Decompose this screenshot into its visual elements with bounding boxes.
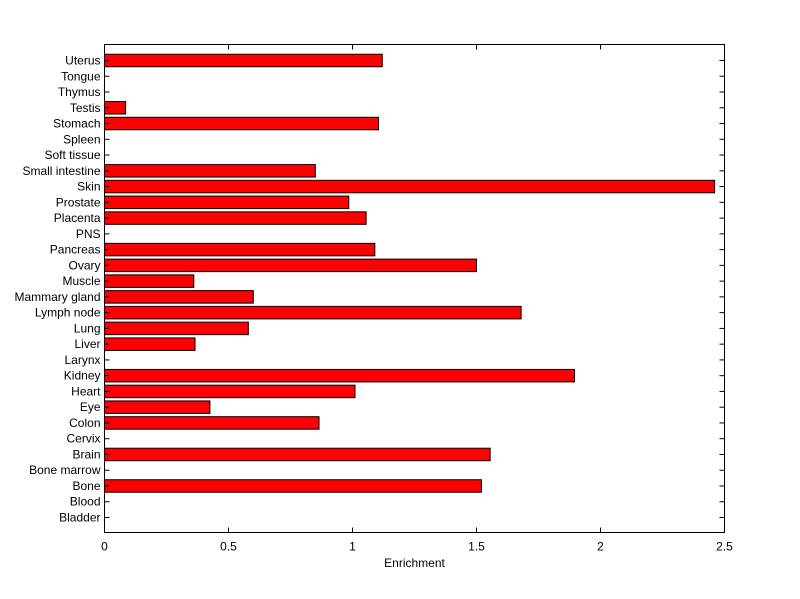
y-tick-label-soft-tissue: Soft tissue — [44, 148, 100, 162]
bar-liver — [104, 337, 196, 351]
y-tick-label-testis: Testis — [70, 101, 101, 115]
y-tick-label-heart: Heart — [71, 384, 101, 398]
bar-bone — [104, 479, 482, 493]
y-tick-label-spleen: Spleen — [63, 132, 100, 146]
x-tick-label: 0.5 — [220, 540, 237, 554]
bar-ovary — [104, 258, 477, 273]
y-tick-label-bone-marrow: Bone marrow — [29, 463, 101, 477]
y-tick-label-lung: Lung — [74, 321, 101, 335]
y-tick-label-pns: PNS — [76, 227, 101, 241]
bar-placenta — [104, 211, 367, 225]
y-tick-label-bone: Bone — [72, 479, 100, 493]
bar-lung — [104, 321, 249, 336]
bar-muscle — [104, 274, 195, 288]
x-tick-label: 1.5 — [468, 540, 485, 554]
y-tick-label-larynx: Larynx — [64, 353, 100, 367]
x-tick-label: 0 — [101, 540, 108, 554]
bar-pancreas — [104, 242, 376, 257]
bar-kidney — [104, 368, 575, 383]
y-tick-label-placenta: Placenta — [54, 211, 101, 225]
bar-brain — [104, 447, 491, 462]
y-tick-label-liver: Liver — [74, 337, 100, 351]
x-axis-label: Enrichment — [384, 556, 445, 570]
y-tick-label-muscle: Muscle — [62, 274, 100, 288]
x-tick-label: 2 — [597, 540, 604, 554]
y-tick-label-skin: Skin — [77, 180, 100, 194]
y-tick-label-thymus: Thymus — [58, 85, 101, 99]
bar-uterus — [104, 53, 383, 68]
y-tick-label-mammary-gland: Mammary gland — [14, 290, 100, 304]
y-tick-label-pancreas: Pancreas — [50, 243, 101, 257]
x-tick-labels: 0 0.5 1 1.5 2 2.5 — [101, 540, 733, 554]
bar-prostate — [104, 195, 350, 210]
y-tick-label-prostate: Prostate — [56, 195, 101, 209]
bar-lymph-node — [104, 305, 522, 320]
y-tick-label-ovary: Ovary — [68, 258, 100, 272]
bar-heart — [104, 384, 356, 399]
bar-stomach — [104, 116, 380, 131]
y-tick-label-small-intestine: Small intestine — [22, 164, 100, 178]
y-tick-label-lymph-node: Lymph node — [35, 306, 101, 320]
y-tick-label-stomach: Stomach — [53, 117, 100, 131]
plot-frame — [104, 44, 725, 533]
y-tick-label-colon: Colon — [69, 416, 100, 430]
y-tick-label-kidney: Kidney — [64, 369, 101, 383]
bars-group — [104, 53, 716, 493]
y-tick-label-bladder: Bladder — [59, 511, 100, 525]
y-tick-label-uterus: Uterus — [65, 54, 100, 68]
y-tick-label-blood: Blood — [70, 495, 101, 509]
y-tick-label-tongue: Tongue — [61, 69, 101, 83]
y-tick-label-brain: Brain — [72, 447, 100, 461]
bar-skin — [104, 179, 716, 194]
bar-colon — [104, 416, 320, 430]
bar-mammary-gland — [104, 290, 254, 304]
bar-small-intestine — [104, 164, 316, 178]
x-tick-label: 1 — [349, 540, 356, 554]
y-tick-label-cervix: Cervix — [66, 432, 100, 446]
y-tick-label-eye: Eye — [80, 400, 101, 414]
x-tick-label: 2.5 — [716, 540, 733, 554]
bar-eye — [104, 400, 211, 414]
